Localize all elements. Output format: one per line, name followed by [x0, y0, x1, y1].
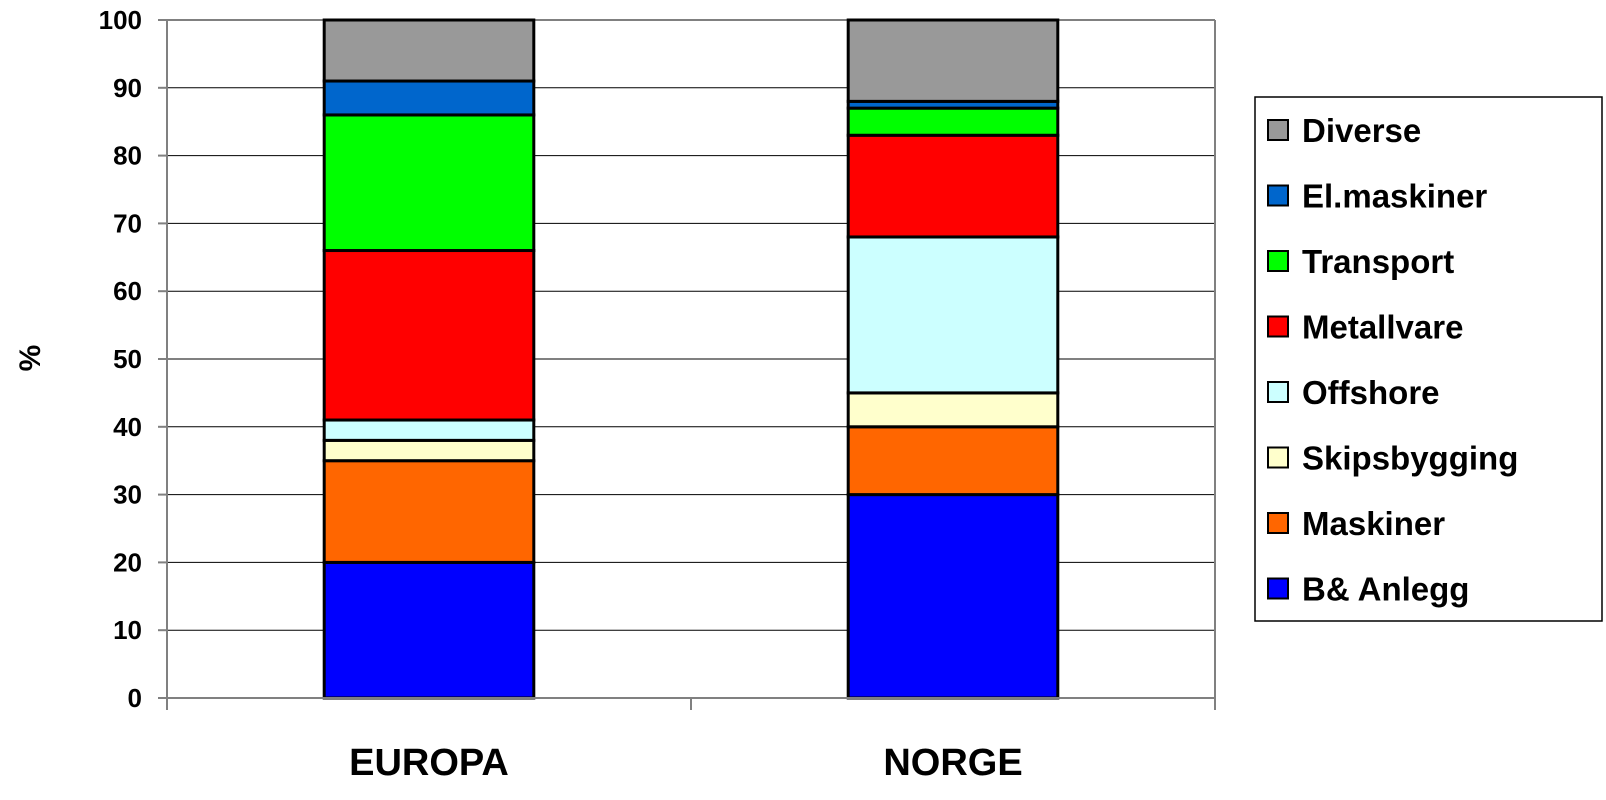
y-tick-label: 0: [128, 683, 142, 713]
legend-box: [1254, 96, 1603, 622]
legend-label: El.maskiner: [1302, 178, 1487, 215]
legend-swatch: [1267, 184, 1289, 207]
legend-swatch: [1267, 381, 1289, 403]
bar-segment: [322, 418, 536, 442]
y-tick-label: 50: [113, 344, 142, 374]
bar-segment: [846, 425, 1060, 497]
bar-segment: [322, 438, 536, 463]
bar-segment: [322, 249, 536, 422]
legend-swatch: [1267, 446, 1289, 469]
bar-segment: [846, 391, 1060, 429]
legend-swatch: [1267, 577, 1289, 600]
legend-label: Offshore: [1302, 374, 1440, 411]
y-tick-labels: 0 10 20 30 40 50 60 70 80 90 100: [99, 5, 142, 713]
legend-label: Diverse: [1302, 112, 1421, 149]
y-tick-label: 70: [113, 208, 142, 238]
axes: [158, 19, 1216, 710]
y-tick-label: 10: [113, 615, 142, 645]
legend: Diverse El.maskiner Transport Metallvare Off…: [1254, 96, 1603, 622]
y-axis-label: %: [14, 345, 47, 372]
x-category-label: EUROPA: [349, 742, 509, 784]
legend-swatch: [1267, 315, 1289, 338]
legend-swatch: [1267, 250, 1289, 272]
bar-segment: [846, 493, 1060, 700]
legend-label: Maskiner: [1302, 505, 1445, 542]
bar-segment: [846, 18, 1060, 103]
y-tick-label: 30: [113, 480, 142, 510]
bar-segment: [846, 133, 1060, 239]
legend-swatch: [1267, 119, 1289, 141]
x-category-labels: EUROPA NORGE: [349, 742, 1023, 784]
y-tick-label: 80: [113, 141, 142, 171]
bar-segment: [322, 560, 536, 700]
y-tick-label: 60: [113, 276, 142, 306]
legend-label: B& Anlegg: [1302, 571, 1469, 608]
bar-segment: [322, 459, 536, 564]
y-tick-label: 20: [113, 547, 142, 577]
y-tick-label: 90: [113, 73, 142, 103]
bar-segment: [846, 235, 1060, 395]
legend-label: Metallvare: [1302, 309, 1463, 346]
bar-segment: [846, 106, 1060, 137]
y-tick-label: 100: [99, 5, 142, 35]
legend-swatch: [1267, 512, 1289, 534]
y-tick-label: 40: [113, 412, 142, 442]
x-category-label: NORGE: [883, 742, 1022, 784]
legend-label: Skipsbygging: [1302, 440, 1518, 477]
bar-segment: [322, 79, 536, 117]
bars: [322, 18, 1060, 700]
bar-segment: [322, 18, 536, 83]
legend-label: Transport: [1302, 243, 1454, 280]
bar-segment: [322, 113, 536, 253]
